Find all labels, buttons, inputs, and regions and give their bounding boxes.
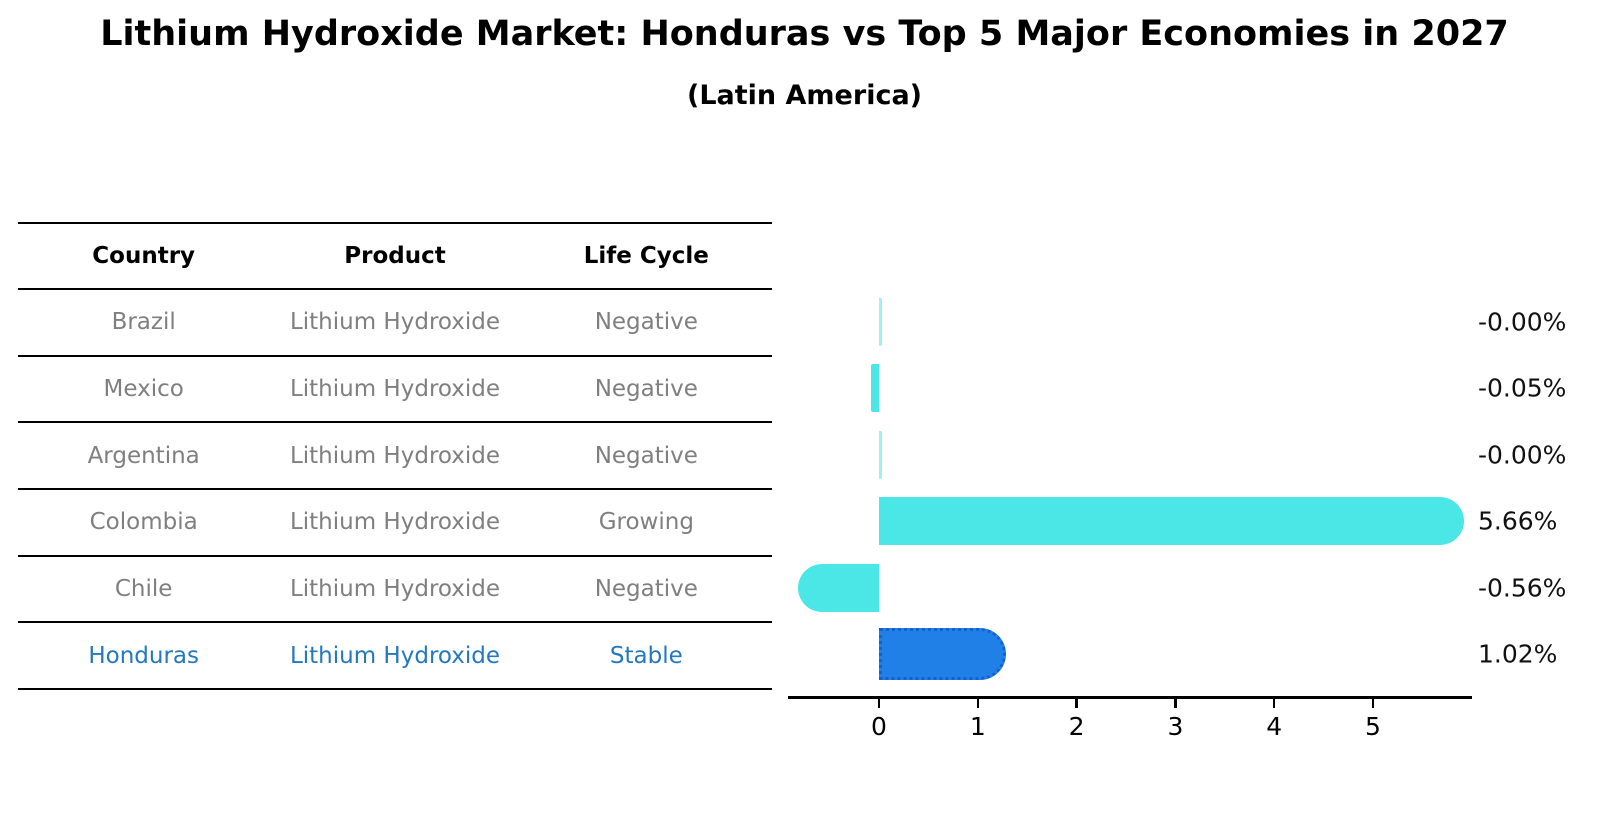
- x-tick-label: 1: [969, 712, 986, 741]
- table-cell-product: Lithium Hydroxide: [289, 376, 501, 403]
- x-tick: [1371, 698, 1375, 708]
- table-row: Brazil Lithium Hydroxide Negative: [18, 290, 772, 357]
- value-label: -0.05%: [1478, 373, 1567, 403]
- bar-chile: [797, 563, 879, 612]
- x-axis-line: [788, 696, 1472, 699]
- table-row: Colombia Lithium Hydroxide Growing: [18, 490, 772, 557]
- bar-honduras: [879, 628, 1006, 680]
- table-cell-country: Argentina: [87, 442, 200, 469]
- x-tick: [877, 698, 881, 708]
- table-cell-life-cycle: Negative: [594, 376, 698, 403]
- bar-brazil: [879, 297, 882, 346]
- bar-colombia: [879, 497, 1465, 545]
- value-label: -0.00%: [1478, 440, 1567, 469]
- x-tick-label: 0: [871, 712, 887, 741]
- table-cell-country: Colombia: [89, 509, 198, 536]
- table-header-cell: Country: [92, 243, 196, 269]
- x-tick: [1174, 698, 1177, 708]
- chart-title: Lithium Hydroxide Market: Honduras vs To…: [100, 14, 1509, 54]
- bar-argentina: [879, 430, 882, 479]
- chart-subtitle: (Latin America): [686, 80, 923, 111]
- table-cell-life-cycle: Growing: [598, 509, 694, 536]
- table-cell-country: Chile: [114, 576, 173, 603]
- table-header-cell: Life Cycle: [583, 243, 709, 269]
- table-cell-product: Lithium Hydroxide: [289, 509, 501, 536]
- value-label: -0.56%: [1478, 573, 1567, 602]
- x-tick: [1075, 698, 1078, 708]
- table-cell-life-cycle: Negative: [594, 309, 698, 336]
- x-tick-label: 4: [1266, 712, 1283, 741]
- value-label: 1.02%: [1478, 639, 1558, 669]
- table-row: Mexico Lithium Hydroxide Negative: [18, 357, 772, 424]
- table-row: Argentina Lithium Hydroxide Negative: [18, 423, 772, 491]
- table-cell-life-cycle: Negative: [594, 576, 698, 603]
- table-cell-product: Lithium Hydroxide: [289, 642, 501, 669]
- x-tick: [1272, 698, 1276, 708]
- value-label: -0.00%: [1478, 307, 1567, 336]
- table-cell-product: Lithium Hydroxide: [289, 576, 501, 603]
- table-header-row: Country Product Life Cycle: [18, 224, 772, 290]
- x-tick-label: 5: [1365, 712, 1381, 741]
- table-cell-life-cycle: Stable: [609, 642, 683, 669]
- table-cell-country: Mexico: [103, 376, 184, 403]
- table-row: Chile Lithium Hydroxide Negative: [18, 557, 772, 624]
- x-tick-label: 3: [1167, 712, 1184, 741]
- table-cell-country: Brazil: [111, 309, 176, 336]
- table-body: Brazil Lithium Hydroxide Negative Mexico Lit…: [18, 290, 772, 691]
- table-row: Honduras Lithium Hydroxide Stable: [18, 623, 772, 691]
- table-cell-country: Honduras: [88, 642, 199, 669]
- table-cell-product: Lithium Hydroxide: [289, 442, 501, 469]
- x-tick: [976, 698, 980, 708]
- value-label: 5.66%: [1478, 506, 1558, 536]
- table-cell-life-cycle: Negative: [594, 442, 698, 469]
- table-cell-product: Lithium Hydroxide: [289, 309, 501, 336]
- summary-table: Country Product Life Cycle Brazil Lithium H…: [18, 222, 772, 691]
- bar-mexico: [871, 364, 879, 412]
- table-header-cell: Product: [344, 243, 446, 269]
- x-tick-label: 2: [1068, 712, 1085, 741]
